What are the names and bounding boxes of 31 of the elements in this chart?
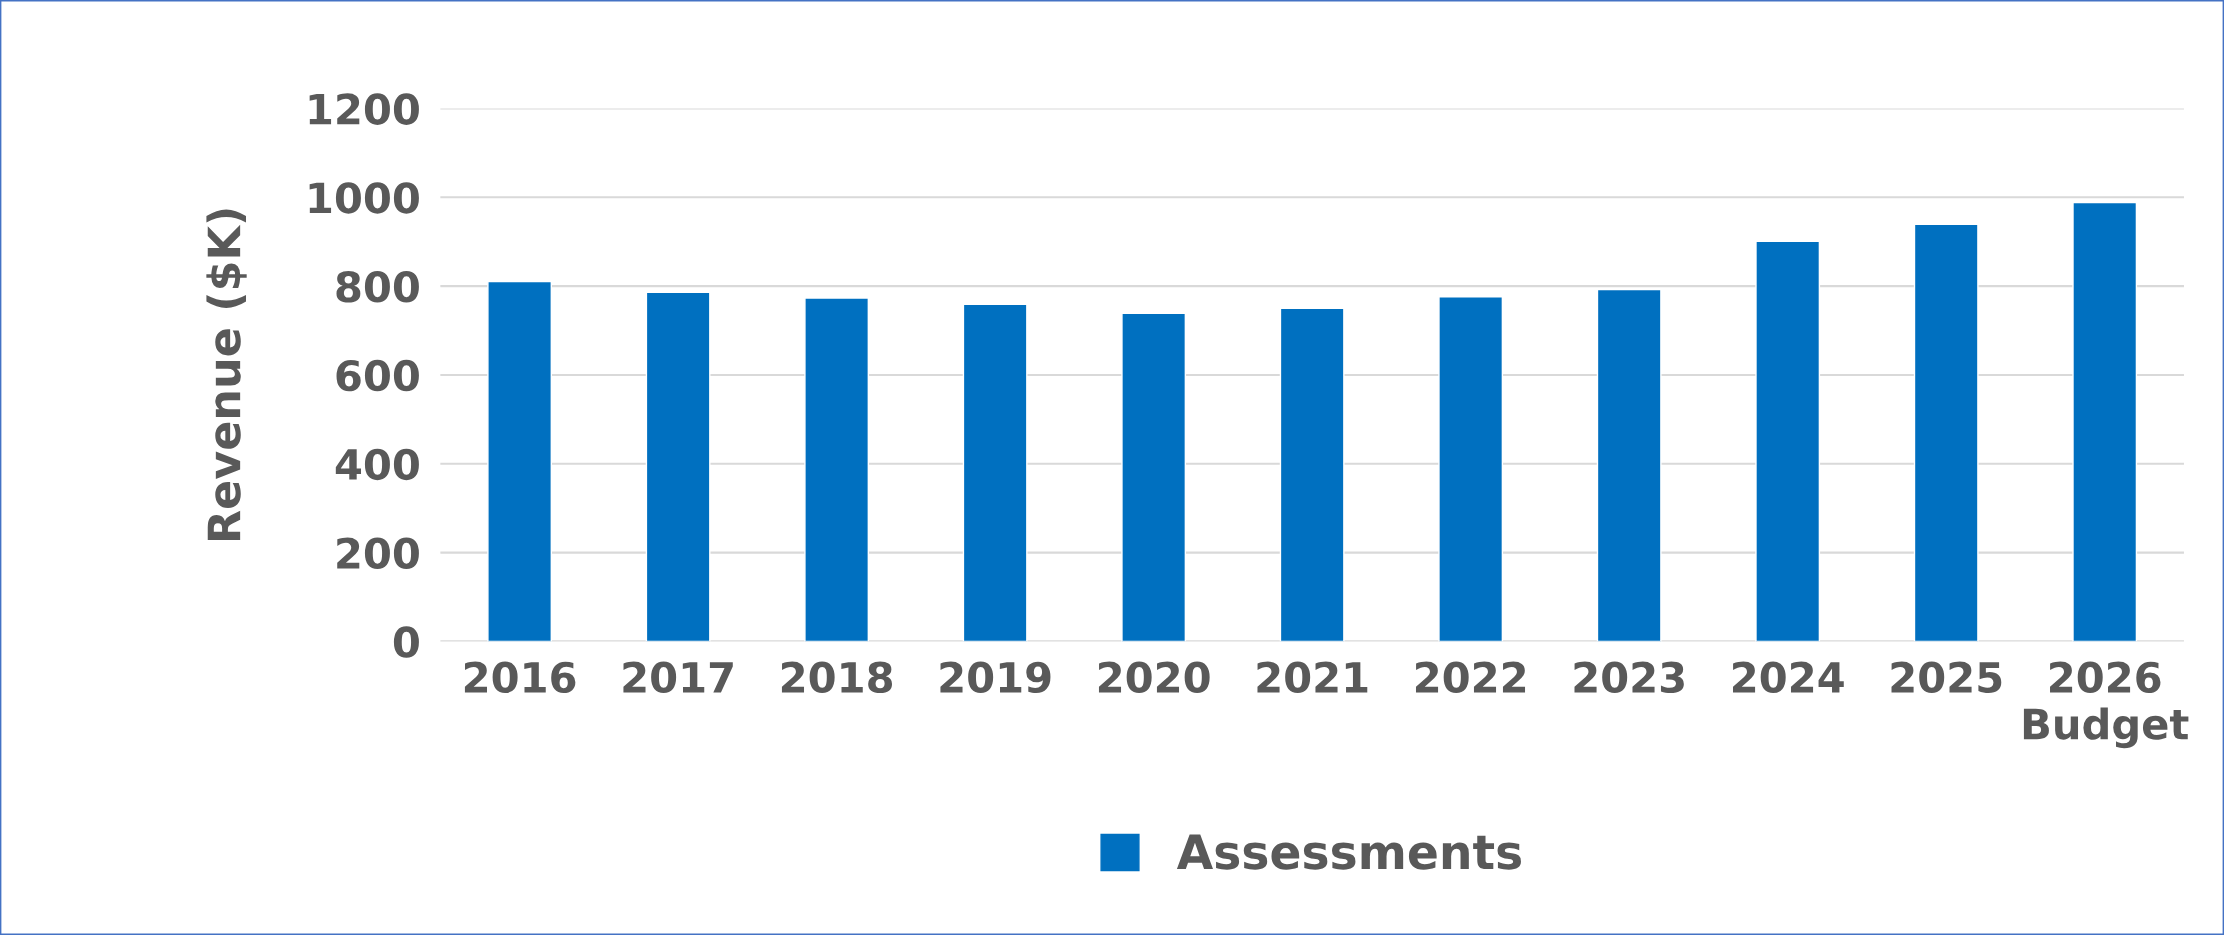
bar [1913,223,1979,642]
bar [1438,296,1504,642]
y-tick-label: 0 [393,626,419,658]
x-tick-label: 2021 [1257,661,1368,694]
y-axis-title: Revenue ($K) [206,209,247,541]
bar [487,280,553,642]
x-tick-label: 2024 [1733,661,1844,694]
x-tick-label: 2018 [781,661,893,694]
x-tick-label: 2020 [1098,661,1210,694]
bar [645,291,711,642]
bar [1596,288,1662,642]
bar [1121,312,1187,642]
y-tick-label: 800 [336,271,419,303]
x-tick-label: 2026 Budget [2023,661,2189,749]
x-tick-label: 2019 [940,661,1051,694]
y-tick-label: 1200 [309,93,419,125]
x-tick-label: 2023 [1574,661,1684,694]
bar [962,303,1028,642]
y-tick-label: 200 [337,537,419,570]
y-tick-label: 400 [335,448,419,481]
x-tick-label: 2017 [623,661,733,694]
x-tick-label: 2025 [1891,661,2002,694]
legend-label: Assessments [1176,834,1521,870]
x-tick-label: 2022 [1415,661,1526,694]
bar [1279,307,1345,642]
bar [804,297,870,642]
x-tick-label: 2016 [464,661,576,694]
y-tick-label: 1000 [309,182,419,214]
y-tick-label: 600 [336,359,419,392]
bar [2072,201,2138,642]
bar [1755,240,1821,642]
